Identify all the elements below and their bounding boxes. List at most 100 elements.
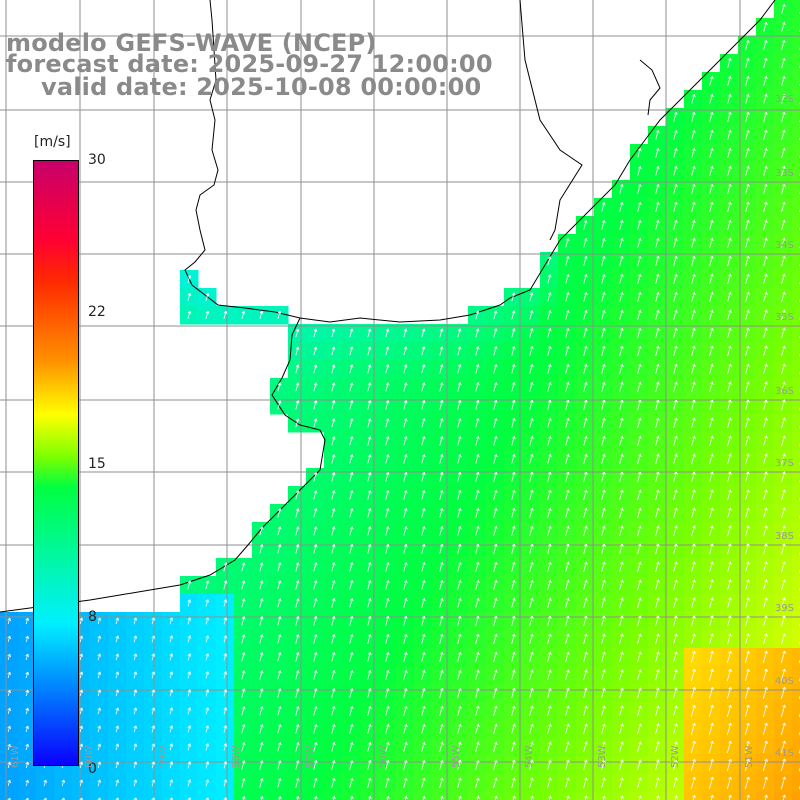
wind-arrow [655,597,660,609]
wind-arrow [385,418,390,428]
wind-arrow [529,777,534,789]
wind-arrow [727,237,732,249]
wind-arrow [529,579,534,591]
wind-arrow [637,148,642,158]
wind-arrow [727,381,732,393]
wind-arrow [583,255,588,266]
wind-cell [198,792,217,800]
wind-arrow [367,687,372,698]
wind-arrow [727,507,732,519]
wind-arrow [583,507,588,519]
wind-cell [540,792,559,800]
wind-arrow [763,57,768,68]
wind-arrow [223,580,228,590]
wind-arrow [727,75,732,86]
wind-arrow [79,707,84,715]
wind-arrow [439,364,444,374]
wind-arrow [547,651,552,663]
wind-arrow [763,381,768,393]
wind-arrow [133,707,138,715]
wind-arrow [547,399,552,410]
wind-arrow [403,364,408,374]
wind-arrow [439,669,444,680]
wind-arrow [762,740,768,754]
wind-arrow [25,635,30,643]
lat-label-40s: 40S [774,676,794,687]
wind-arrow [439,561,444,572]
wind-arrow [727,309,732,321]
wind-arrow [457,597,462,608]
wind-arrow [530,795,534,800]
wind-arrow [583,705,588,717]
wind-arrow [655,705,660,717]
wind-arrow [762,668,768,682]
wind-arrow [547,705,552,717]
wind-arrow [763,237,768,249]
wind-arrow [385,759,390,770]
wind-arrow [367,382,372,392]
wind-arrow [565,381,570,392]
wind-arrow [457,454,462,464]
wind-cell [792,54,800,73]
wind-arrow [259,562,264,572]
wind-cell [90,792,109,800]
wind-arrow [763,111,768,123]
wind-arrow [619,219,624,230]
wind-arrow [781,237,786,249]
wind-arrow [223,617,228,625]
wind-arrow [421,741,426,752]
wind-arrow [691,237,696,248]
wind-arrow [673,399,678,411]
wind-arrow [97,671,102,679]
lat-label-38s: 38S [774,531,794,542]
wind-arrow [673,291,678,303]
wind-arrow [367,364,372,374]
legend-tick-0: 0 [88,761,97,777]
wind-arrow [403,651,408,662]
wind-cell [792,270,800,289]
wind-arrow [745,579,750,591]
wind-arrow [583,759,588,771]
wind-arrow [637,759,642,771]
wind-arrow [691,291,696,303]
wind-arrow [655,309,660,320]
wind-arrow [133,797,137,800]
wind-arrow [367,490,372,500]
wind-arrow [457,472,462,482]
wind-arrow [655,687,660,699]
wind-arrow [133,779,138,787]
wind-arrow [637,615,642,627]
wind-arrow [475,705,480,717]
wind-arrow [439,472,444,482]
wind-arrow [637,471,642,483]
wind-arrow [259,688,264,698]
wind-arrow [601,202,606,212]
wind-arrow [421,777,426,789]
wind-arrow [691,111,696,122]
wind-arrow [565,741,570,753]
wind-arrow [529,292,534,302]
wind-arrow [547,471,552,482]
wind-arrow [331,598,336,608]
wind-arrow [205,599,210,607]
wind-arrow [547,543,552,555]
wind-arrow [475,471,480,482]
wind-cell [612,792,631,800]
wind-arrow [385,795,390,800]
wind-cell [432,792,451,800]
wind-arrow [421,436,426,446]
wind-arrow [565,435,570,446]
wind-arrow [637,183,642,194]
wind-arrow [601,687,606,699]
wind-cell [270,792,289,800]
wind-arrow [547,687,552,699]
wind-arrow [565,489,570,501]
wind-arrow [565,579,570,591]
wind-cell [792,414,800,433]
wind-arrow [349,544,354,554]
wind-arrow [475,597,480,608]
wind-arrow [726,722,732,736]
wind-arrow [475,651,480,663]
wind-arrow [637,363,642,375]
